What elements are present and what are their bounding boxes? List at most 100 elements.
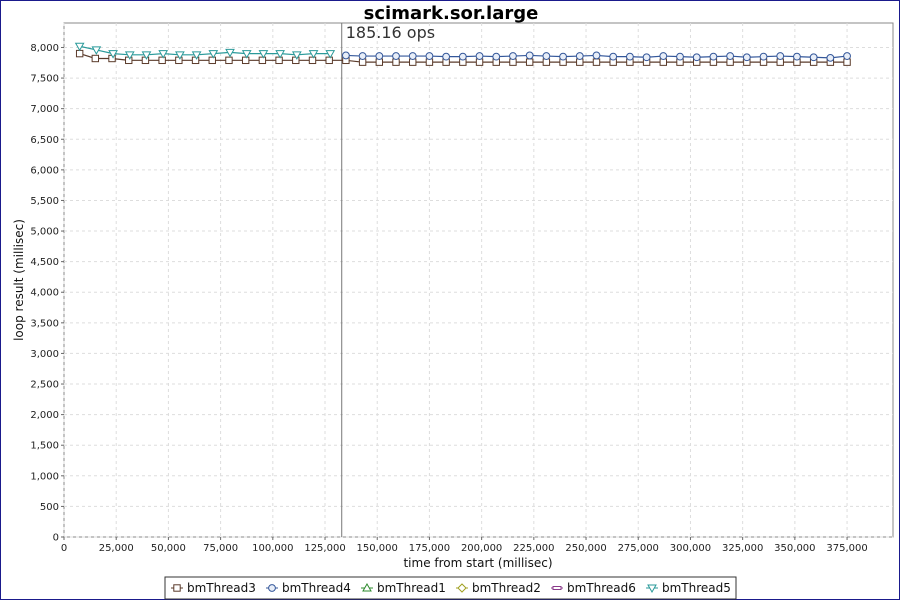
x-tick-label: 200,000 [461,543,502,554]
data-point [592,51,601,60]
data-point [225,56,233,65]
data-point [692,53,701,62]
data-point [124,51,135,60]
legend-label: bmThread1 [377,581,446,595]
y-tick-label: 5,500 [30,196,59,207]
legend-item[interactable]: bmThread2 [456,581,541,595]
data-point [74,42,85,52]
legend-item[interactable]: bmThread1 [361,581,446,595]
y-axis-title: loop result (millisec) [12,219,26,341]
data-point [342,51,350,60]
data-point [308,56,317,65]
series-line [79,45,331,56]
legend-marker [647,584,657,594]
y-tick-label: 1,000 [30,471,59,482]
data-point [375,52,384,60]
data-point [175,56,183,65]
y-tick-label: 4,000 [30,288,59,299]
data-point [275,56,283,65]
data-point [175,51,185,60]
x-axis-title: time from start (millisec) [403,556,552,570]
data-point [225,48,235,58]
data-point [442,52,451,61]
data-point [158,50,169,59]
legend-marker [362,582,372,592]
data-point [158,56,166,65]
data-point [592,58,601,66]
x-tick-label: 0 [61,543,67,554]
data-point [676,52,684,61]
x-tick-label: 50,000 [151,543,186,554]
y-tick-label: 7,500 [30,74,59,85]
series-bmThread4 [342,51,851,62]
y-axis: 0 500 1,000 1,500 2,000 2,500 3,000 3,500 4,000 4… [30,43,64,544]
x-tick-label: 275,000 [618,543,659,554]
legend-marker [268,584,276,592]
data-point [292,56,300,65]
data-point [141,51,152,60]
x-tick-label: 150,000 [357,543,398,554]
data-point [525,58,534,66]
x-axis: 0 25,000 50,000 75,000 100,000 125,000 150,000… [61,537,868,554]
ops-annotation: 185.16 ops [346,23,435,42]
x-tick-label: 325,000 [722,543,763,554]
data-point [275,50,285,59]
data-point [559,52,567,61]
legend-item[interactable]: bmThread6 [551,581,636,595]
legend-marker [552,586,562,590]
series-group [74,42,851,66]
y-tick-label: 2,000 [30,410,59,421]
data-point [241,50,252,59]
data-point [659,52,668,60]
y-tick-label: 3,000 [30,349,59,360]
y-tick-label: 7,000 [30,104,59,115]
x-tick-label: 250,000 [565,543,606,554]
data-point [776,52,785,60]
data-point [826,53,835,62]
data-point [575,52,584,60]
data-point [191,51,202,60]
data-point [141,56,150,65]
data-point [258,50,269,59]
y-tick-label: 6,500 [30,135,59,146]
x-tick-label: 100,000 [252,543,293,554]
data-point [742,53,751,62]
data-point [458,52,467,61]
legend-item[interactable]: bmThread3 [171,581,256,595]
data-point [392,52,400,60]
data-point [91,46,102,55]
data-point [75,49,84,58]
x-tick-label: 175,000 [409,543,450,554]
legend-label: bmThread2 [472,581,541,595]
data-point [325,56,333,65]
data-point [726,52,735,60]
data-point [492,52,501,61]
x-tick-label: 350,000 [774,543,815,554]
data-point [425,52,434,60]
x-tick-label: 375,000 [826,543,867,554]
data-point [208,56,216,65]
series-bmThread3 [75,49,851,66]
data-point [642,53,651,62]
legend-label: bmThread4 [282,581,351,595]
legend-item[interactable]: bmThread4 [266,581,351,595]
y-tick-label: 0 [53,533,59,544]
legend-label: bmThread3 [187,581,256,595]
data-point [542,52,551,60]
y-tick-label: 2,500 [30,380,59,391]
y-tick-label: 4,500 [30,257,59,268]
data-point [843,52,851,60]
data-point [509,52,517,60]
legend-marker [173,584,181,592]
data-point [241,56,250,65]
legend-item[interactable]: bmThread5 [646,581,731,595]
data-point [793,52,801,61]
data-point [525,51,534,60]
data-point [91,54,100,63]
grid [63,23,893,538]
legend-label: bmThread6 [567,581,636,595]
legend-label: bmThread5 [662,581,731,595]
data-point [625,52,634,61]
legend: bmThread3 bmThread4 bmThread1 bmThread2 bmTh… [164,576,737,600]
